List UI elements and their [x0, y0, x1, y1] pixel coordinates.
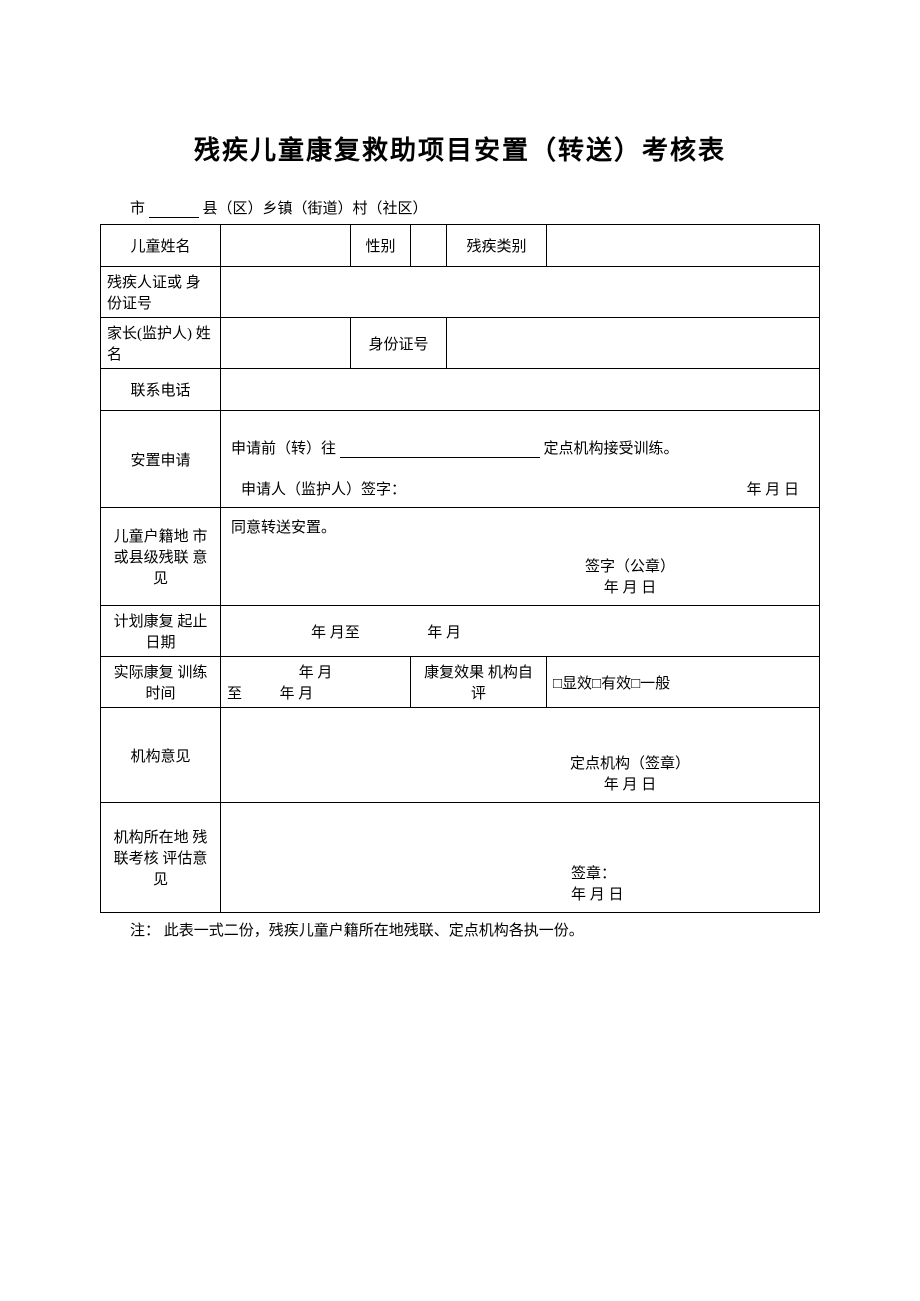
placement-suffix: 定点机构接受训练。 — [544, 441, 679, 457]
planned-period-field[interactable]: 年 月至 年 月 — [221, 606, 820, 657]
org-opinion-label: 机构意见 — [101, 708, 221, 803]
document-title: 残疾儿童康复救助项目安置（转送）考核表 — [100, 130, 820, 167]
org-signature-label: 定点机构（签章） — [451, 752, 809, 773]
placement-prefix: 申请前（转）往 — [231, 441, 336, 457]
location-signature-label: 签章： — [471, 862, 809, 883]
city-label: 市 — [130, 201, 145, 217]
household-opinion-box[interactable]: 同意转送安置。 签字（公章） 年 月 日 — [221, 508, 820, 606]
gender-field[interactable] — [411, 225, 447, 267]
planned-period-label: 计划康复 起止日期 — [101, 606, 221, 657]
county-blank[interactable] — [149, 200, 199, 218]
gender-label: 性别 — [351, 225, 411, 267]
household-signature-label: 签字（公章） — [451, 555, 809, 576]
location-subtitle: 市 县（区）乡镇（街道）村（社区） — [100, 197, 820, 218]
placement-request-box[interactable]: 申请前（转）往 定点机构接受训练。 申请人（监护人）签字： 年 月 日 — [221, 411, 820, 508]
actual-to-prefix: 至 — [227, 686, 242, 702]
self-eval-label: 康复效果 机构自评 — [411, 657, 547, 708]
household-approve-text: 同意转送安置。 — [231, 516, 809, 537]
phone-field[interactable] — [221, 369, 820, 411]
disability-type-label: 残疾类别 — [447, 225, 547, 267]
actual-line1: 年 月 — [227, 661, 404, 682]
org-opinion-box[interactable]: 定点机构（签章） 年 月 日 — [221, 708, 820, 803]
planned-to: 年 月 — [427, 625, 461, 641]
actual-line2-date: 年 月 — [280, 686, 314, 702]
household-opinion-label: 儿童户籍地 市或县级残联 意见 — [101, 508, 221, 606]
disability-type-field[interactable] — [547, 225, 820, 267]
guardian-name-label: 家长(监护人) 姓名 — [101, 318, 221, 369]
assessment-form-table: 儿童姓名 性别 残疾类别 残疾人证或 身份证号 家长(监护人) 姓名 身份证号 … — [100, 224, 820, 913]
placement-date: 年 月 日 — [746, 478, 799, 499]
cert-id-label: 残疾人证或 身份证号 — [101, 267, 221, 318]
guardian-name-field[interactable] — [221, 318, 351, 369]
cert-id-field[interactable] — [221, 267, 820, 318]
footnote: 注： 此表一式二份，残疾儿童户籍所在地残联、定点机构各执一份。 — [100, 919, 820, 940]
phone-label: 联系电话 — [101, 369, 221, 411]
location-eval-label: 机构所在地 残联考核 评估意见 — [101, 803, 221, 913]
actual-period-label: 实际康复 训练时间 — [101, 657, 221, 708]
child-name-field[interactable] — [221, 225, 351, 267]
child-name-label: 儿童姓名 — [101, 225, 221, 267]
id-number-label: 身份证号 — [351, 318, 447, 369]
county-label: 县（区）乡镇（街道）村（社区） — [203, 201, 428, 217]
planned-from: 年 月至 — [311, 625, 360, 641]
location-date: 年 月 日 — [471, 883, 809, 904]
placement-request-label: 安置申请 — [101, 411, 221, 508]
org-date: 年 月 日 — [451, 773, 809, 794]
location-eval-box[interactable]: 签章： 年 月 日 — [221, 803, 820, 913]
placement-org-blank[interactable] — [340, 440, 540, 458]
actual-period-field[interactable]: 年 月 至 年 月 — [221, 657, 411, 708]
applicant-signature-label: 申请人（监护人）签字： — [241, 478, 406, 499]
household-date: 年 月 日 — [451, 576, 809, 597]
id-number-field[interactable] — [447, 318, 820, 369]
self-eval-options[interactable]: □显效□有效□一般 — [547, 657, 820, 708]
